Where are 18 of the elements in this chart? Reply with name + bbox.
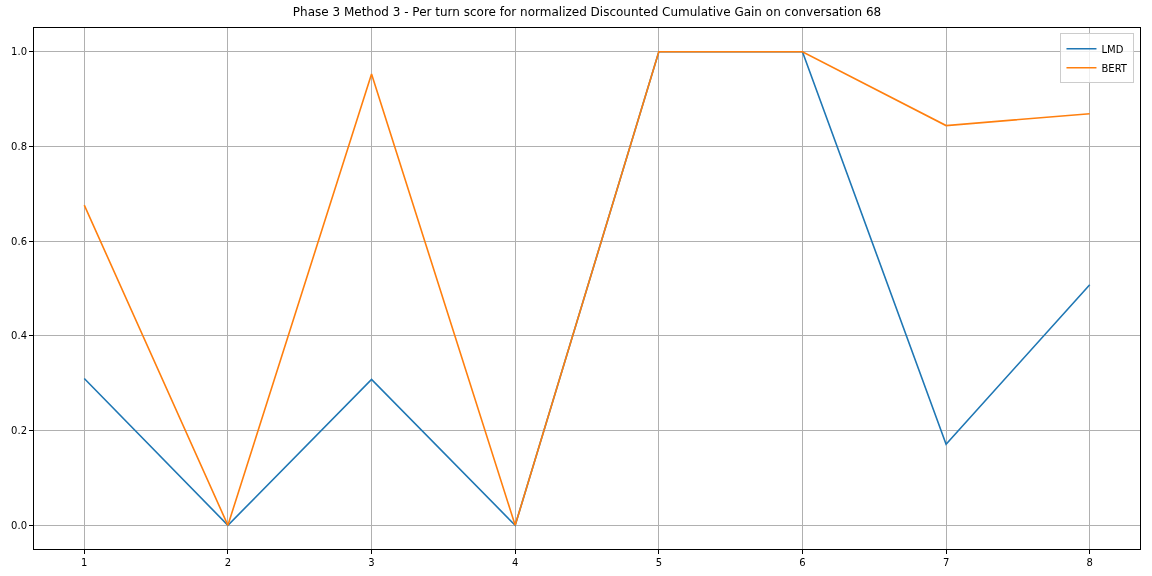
x-tick-label: 4 xyxy=(511,557,519,568)
chart-title: Phase 3 Method 3 - Per turn score for normalized Discounted Cumulative Gain on conversation 68 xyxy=(292,5,882,20)
legend-label: BERT xyxy=(1101,62,1128,74)
x-tick-label: 6 xyxy=(799,557,806,568)
x-tick-label: 8 xyxy=(1086,557,1093,568)
y-tick-label: 0.2 xyxy=(11,425,27,437)
y-tick-label: 0.8 xyxy=(11,140,27,152)
y-tick-label: 0.0 xyxy=(11,519,27,531)
legend-label: LMD xyxy=(1101,43,1124,55)
x-tick-label: 1 xyxy=(81,557,88,568)
y-tick-label: 0.4 xyxy=(11,330,27,342)
line-series xyxy=(83,50,1091,527)
y-tick-label: 1.0 xyxy=(11,46,27,58)
x-tick-label: 5 xyxy=(655,557,663,568)
x-tick-label: 7 xyxy=(942,557,950,568)
x-tick-label: 2 xyxy=(224,557,232,568)
x-tick-label: 3 xyxy=(368,557,375,568)
y-tick-label: 0.6 xyxy=(11,235,27,247)
